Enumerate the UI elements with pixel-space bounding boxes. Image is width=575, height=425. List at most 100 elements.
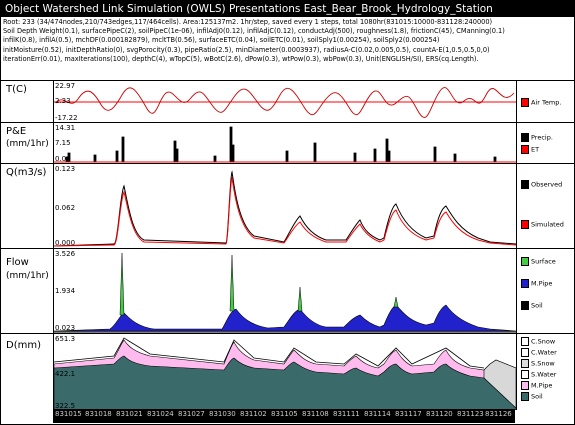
d-tick-max: 651.3 [55,335,76,343]
temp-tick-min: -17.22 [55,114,78,122]
info-line: Root: 233 (34/474nodes,210/743edges,117/… [3,18,493,26]
legend-label: Air Temp. [531,98,562,107]
x-tick-label: 831108 [302,410,329,418]
x-tick-label: 831105 [271,410,298,418]
pe-legend: Precip. ET [517,123,574,163]
flow-legend: Surface M.Pipe Soil [517,249,574,333]
legend-precip[interactable]: Precip. [521,133,553,142]
info-line: infilK(0.8), infilA(0.5), mchDF(0.000182… [3,36,440,45]
mpipe-area [54,304,516,332]
flow-chart [54,252,516,333]
temperature-panel: T(C) 22.97 2.33 -17.22 Air Temp. [1,80,574,122]
q-tick-mid: 0.062 [55,204,76,212]
legend-label: Precip. [531,133,553,142]
legend-label: Surface [531,257,556,266]
temp-tick-mid: 2.33 [55,97,71,105]
temp-chart [54,87,516,118]
air-temp-swatch-icon [521,98,529,107]
soil-swatch-icon [521,301,529,310]
legend-label: M.Pipe [531,279,553,288]
soil-depth-area [54,355,516,410]
pe-panel-label: P&E [6,126,27,137]
q-legend: Observed Simulated [517,164,574,248]
temp-plot[interactable] [53,81,517,122]
x-tick-label: 831117 [395,410,422,418]
observed-swatch-icon [521,180,529,189]
x-tick-label: 831024 [147,410,174,418]
x-tick-label: 831123 [457,410,484,418]
legend-label: C.Water [531,348,557,357]
pe-tick-max: 14.31 [55,124,76,132]
s-water-swatch-icon [521,370,529,379]
precip-series [65,126,497,162]
legend-label: C.Snow [531,337,556,346]
legend-air-temp[interactable]: Air Temp. [521,98,561,107]
d-panel-label: D(mm) [6,340,41,351]
legend-simulated[interactable]: Simulated [521,220,564,229]
legend-m-pipe[interactable]: M.Pipe [521,381,552,390]
legend-observed[interactable]: Observed [521,180,562,189]
snow-depth-area [483,359,516,409]
legend-s-water[interactable]: S.Water [521,370,556,379]
info-line: initMoisture(0.52), initDepthRatio(0), s… [3,45,490,54]
legend-et[interactable]: ET [521,145,539,154]
x-tick-label: 831111 [333,410,360,418]
legend-soil-depth[interactable]: Soil [521,392,543,401]
pe-plot[interactable] [53,123,517,163]
x-tick-label: 831021 [116,410,143,418]
legend-c-snow[interactable]: C.Snow [521,337,555,346]
legend-mpipe[interactable]: M.Pipe [521,279,552,288]
simulated-series [54,176,516,247]
flow-plot[interactable] [53,249,517,333]
flow-tick-max: 3.526 [55,250,76,258]
title-bar[interactable]: Object Watershed Link Simulation (OWLS) … [1,1,574,17]
d-chart [54,337,516,410]
x-tick-label: 831114 [364,410,391,418]
depth-panel: D(mm) 651.3 422.1 322.5 C.Snow C.Water S… [1,333,574,410]
temp-legend: Air Temp. [517,81,574,122]
info-line: iterationErr(0.01), maxIterations(100), … [3,54,479,63]
mpipe-swatch-icon [521,279,529,288]
temp-panel-label: T(C) [6,84,27,95]
legend-label: S.Snow [531,359,555,368]
x-tick-label: 831027 [178,410,205,418]
legend-surface[interactable]: Surface [521,257,556,266]
pe-tick-mid: 7.15 [55,139,71,147]
x-tick-label: 831102 [240,410,267,418]
c-water-swatch-icon [521,348,529,357]
pe-chart [54,126,516,163]
d-plot[interactable] [53,334,517,410]
surface-swatch-icon [521,257,529,266]
air-temp-series [55,87,515,118]
q-panel-label: Q(m3/s) [6,167,47,178]
discharge-panel: Q(m3/s) 0.123 0.062 0.000 Observed Simul… [1,163,574,248]
legend-s-snow[interactable]: S.Snow [521,359,555,368]
precip-et-panel: P&E (mm/1hr) 14.31 7.15 0.00 Precip. ET [1,122,574,163]
x-tick-label: 831126 [485,410,512,418]
soil-depth-swatch-icon [521,392,529,401]
flow-tick-mid: 1.934 [55,287,76,295]
legend-label: M.Pipe [531,381,553,390]
q-chart [54,170,516,247]
q-tick-min: 0.000 [55,239,76,247]
run-info: Root: 233 (34/474nodes,210/743edges,117/… [3,18,574,64]
x-tick-label: 831015 [55,410,82,418]
d-tick-min: 322.5 [55,402,76,410]
flow-panel-unit: (mm/1hr) [6,271,49,281]
legend-soil[interactable]: Soil [521,301,543,310]
legend-label: S.Water [531,370,557,379]
legend-label: Simulated [531,220,564,229]
legend-c-water[interactable]: C.Water [521,348,557,357]
x-tick-label: 831030 [209,410,236,418]
water-depth-line [54,337,485,369]
flow-panel: Flow (mm/1hr) 3.526 1.934 0.023 Surface … [1,248,574,333]
q-plot[interactable] [53,164,517,248]
flow-panel-label: Flow [6,257,29,268]
window-title: Object Watershed Link Simulation (OWLS) … [5,3,493,15]
c-snow-swatch-icon [521,337,529,346]
x-tick-label: 831018 [85,410,112,418]
info-line: Soil Depth Weight(0.1), surfacePipeC(2),… [3,27,505,36]
time-axis: 831015 831018 831021 831024 831027 83103… [53,409,515,423]
s-snow-swatch-icon [521,359,529,368]
